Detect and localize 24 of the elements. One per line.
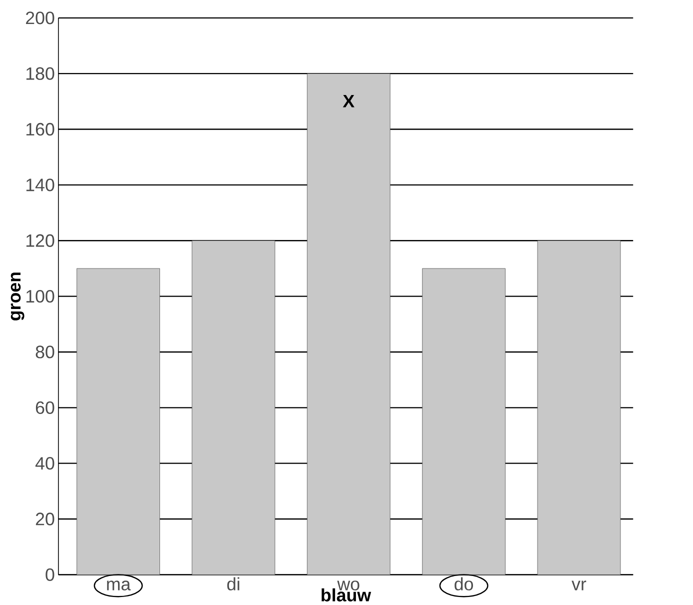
y-tick-label: 100 <box>26 290 54 303</box>
bar <box>422 268 506 575</box>
y-tick-label: 20 <box>36 512 54 526</box>
x-tick-label: di <box>227 577 240 591</box>
y-tick-label: 120 <box>26 234 54 248</box>
y-tick-label: 160 <box>26 123 54 136</box>
y-tick-label: 180 <box>26 67 54 80</box>
y-tick-label: 60 <box>36 401 54 414</box>
y-tick-label: 200 <box>26 12 54 24</box>
y-tick-label: 40 <box>35 457 54 470</box>
x-tick-label: do <box>454 577 473 591</box>
annotation: X <box>342 95 354 108</box>
x-tick-label: wo <box>337 580 360 591</box>
bar <box>306 74 390 575</box>
bar <box>192 240 276 575</box>
x-tick-label: ma <box>107 580 131 591</box>
y-tick-label: 80 <box>36 346 54 358</box>
y-tick-label: 140 <box>26 178 54 192</box>
x-tick-label: vr <box>572 580 586 590</box>
y-axis-title: groen <box>10 272 24 320</box>
bar <box>76 268 160 575</box>
y-tick-label: 0 <box>46 568 54 582</box>
x-axis-title: blauw <box>322 588 372 602</box>
bar <box>537 240 621 575</box>
